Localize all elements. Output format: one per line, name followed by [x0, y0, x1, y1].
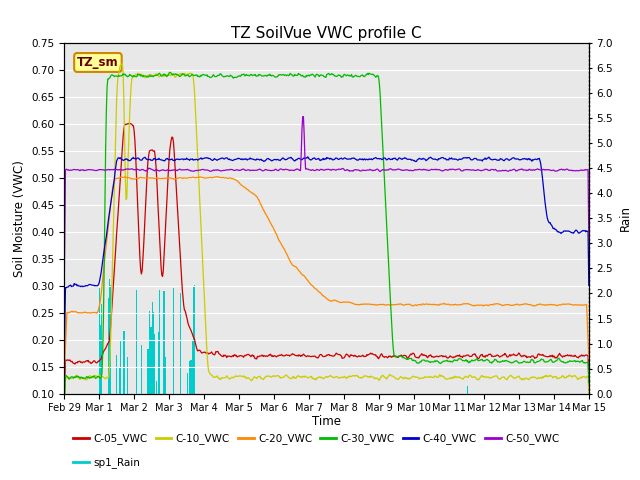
Text: TZ_sm: TZ_sm: [77, 56, 119, 69]
Bar: [120, 339, 121, 394]
Bar: [193, 305, 194, 394]
Bar: [190, 360, 191, 394]
Bar: [159, 290, 160, 394]
Bar: [108, 298, 109, 394]
X-axis label: Time: Time: [312, 415, 341, 428]
Bar: [119, 368, 120, 394]
Bar: [116, 355, 117, 394]
Bar: [100, 324, 101, 394]
Bar: [467, 386, 468, 394]
Bar: [156, 381, 157, 394]
Bar: [163, 291, 164, 394]
Bar: [99, 288, 100, 394]
Bar: [152, 302, 153, 394]
Bar: [153, 312, 154, 394]
Bar: [192, 341, 193, 394]
Bar: [147, 349, 148, 394]
Bar: [189, 361, 190, 394]
Bar: [127, 357, 128, 394]
Bar: [100, 304, 102, 394]
Bar: [193, 287, 195, 394]
Bar: [154, 335, 155, 394]
Bar: [123, 331, 125, 394]
Bar: [158, 333, 159, 394]
Bar: [141, 345, 142, 394]
Bar: [180, 293, 182, 394]
Title: TZ SoilVue VWC profile C: TZ SoilVue VWC profile C: [231, 25, 422, 41]
Legend: sp1_Rain: sp1_Rain: [69, 453, 144, 472]
Y-axis label: Rain: Rain: [619, 205, 632, 231]
Bar: [173, 288, 174, 394]
Bar: [109, 285, 111, 394]
Legend: C-05_VWC, C-10_VWC, C-20_VWC, C-30_VWC, C-40_VWC, C-50_VWC: C-05_VWC, C-10_VWC, C-20_VWC, C-30_VWC, …: [69, 429, 563, 448]
Bar: [150, 327, 152, 394]
Bar: [109, 279, 110, 394]
Y-axis label: Soil Moisture (VWC): Soil Moisture (VWC): [13, 160, 26, 277]
Bar: [187, 373, 188, 394]
Bar: [194, 285, 195, 394]
Bar: [165, 357, 166, 394]
Bar: [148, 311, 150, 394]
Bar: [136, 289, 137, 394]
